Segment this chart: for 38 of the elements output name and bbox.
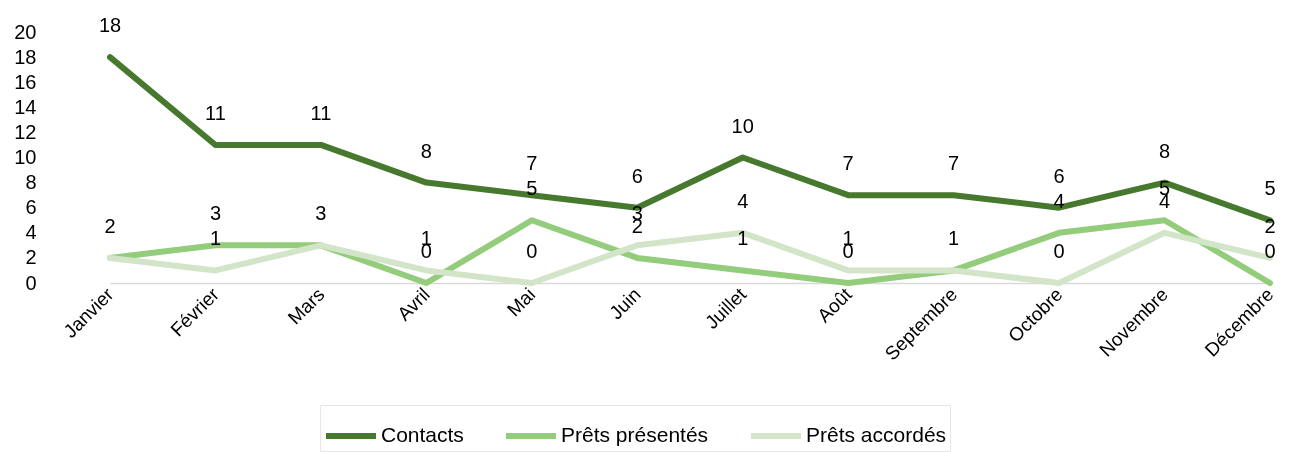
- x-tick-label: Mai: [502, 283, 540, 321]
- data-label: 0: [1264, 240, 1276, 262]
- data-label: 6: [631, 164, 643, 187]
- y-tick-label: 10: [14, 146, 37, 168]
- data-label: 11: [205, 101, 226, 124]
- y-tick-label: 18: [14, 45, 37, 68]
- data-label: 3: [209, 202, 222, 225]
- data-label: 6: [1053, 164, 1065, 187]
- y-tick-label: 0: [25, 271, 37, 294]
- data-label: 18: [98, 14, 122, 37]
- legend-label: Prêts présentés: [561, 423, 709, 446]
- data-label: 8: [1158, 139, 1171, 162]
- y-tick-label: 12: [14, 120, 37, 143]
- x-tick-label: Juin: [605, 283, 645, 324]
- data-label: 4: [737, 189, 749, 212]
- data-label: 5: [1264, 177, 1276, 200]
- data-label: 0: [526, 240, 538, 262]
- data-label: 2: [104, 214, 116, 237]
- data-label: 3: [315, 202, 327, 225]
- data-label: 1: [948, 227, 960, 250]
- y-tick-label: 2: [25, 246, 37, 269]
- legend-label: Prêts accordés: [806, 423, 947, 446]
- legend-label: Contacts: [381, 423, 464, 446]
- data-label: 1: [737, 227, 749, 250]
- data-label: 0: [1053, 240, 1065, 262]
- data-label: 10: [731, 114, 754, 137]
- y-tick-label: 4: [25, 221, 37, 244]
- data-label: 11: [310, 101, 332, 124]
- data-label: 7: [526, 152, 538, 175]
- data-label: 1: [209, 227, 222, 250]
- y-tick-label: 6: [25, 196, 37, 219]
- y-tick-label: 16: [14, 70, 37, 93]
- y-tick-label: 8: [25, 171, 37, 194]
- data-label: 7: [948, 152, 960, 175]
- data-label: 8: [420, 139, 432, 162]
- y-tick-label: 14: [14, 95, 37, 118]
- y-tick-label: 20: [14, 20, 37, 43]
- data-label: 7: [842, 152, 854, 175]
